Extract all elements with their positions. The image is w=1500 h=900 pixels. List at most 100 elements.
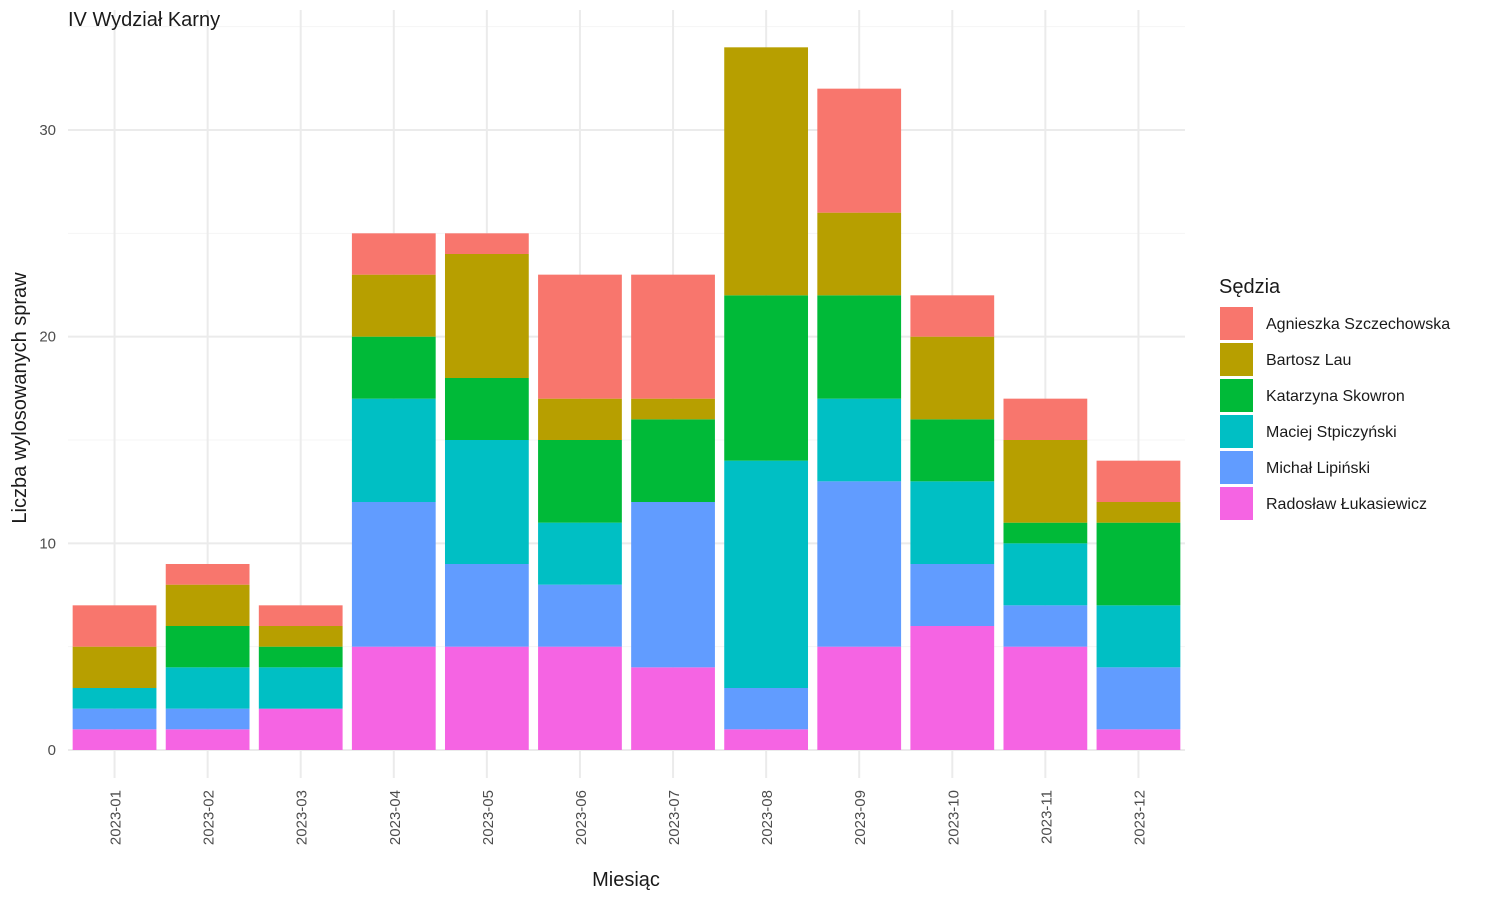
bar-segment [724,729,809,750]
bar-segment [1096,460,1181,502]
bar-segment [351,233,436,275]
x-tick-label: 2023-11 [1038,790,1055,844]
bar-segment [724,47,809,296]
bar-segment [1003,522,1088,544]
bar-segment [538,522,622,585]
bars [72,47,1181,750]
bar-segment [258,646,343,668]
bar-segment [444,439,529,564]
bar-segment [817,398,902,482]
bar-segment [817,481,902,647]
bar-segment [817,88,902,213]
bar-segment [165,667,250,709]
bar-segment [910,625,995,750]
bar-segment [631,501,715,668]
x-tick-label: 2023-12 [1131,790,1148,845]
bar-segment [165,625,250,668]
y-tick-label: 20 [39,329,56,346]
bar-segment [1096,667,1181,730]
bar-segment [258,625,343,647]
bar-segment [72,729,157,750]
y-axis-ticks: 0 10 20 30 [39,122,56,759]
legend-swatch [1220,379,1253,412]
bar-segment [1096,522,1181,606]
bar-segment [444,233,529,254]
x-axis-ticks: 2023-01 2023-02 2023-03 2023-04 2023-05 2023-… [108,790,1149,845]
bar-segment [1003,605,1088,647]
bar-segment [631,419,715,502]
bar-segment [72,708,157,730]
bar-segment [165,729,250,750]
bar-segment [72,687,157,709]
legend-label: Radosław Łukasiewicz [1266,496,1427,513]
bar-segment [724,460,809,688]
bar-segment [444,253,529,378]
legend-swatch [1220,451,1253,484]
bar-segment [1096,605,1181,668]
bar-segment [910,419,995,482]
legend-label: Maciej Stpiczyński [1266,424,1397,441]
legend: Sędzia Agnieszka Szczechowska Bartosz Lau… [1219,276,1450,520]
y-tick-label: 0 [48,742,56,759]
x-tick-label: 2023-03 [294,790,311,845]
x-tick-label: 2023-02 [201,790,218,845]
y-axis-title: Liczba wylosowanych spraw [9,272,31,524]
bar-segment [351,398,436,502]
y-tick-label: 30 [39,122,56,139]
x-tick-label: 2023-09 [852,790,869,845]
bar-segment [538,274,622,399]
legend-swatch [1220,415,1253,448]
bar-segment [165,563,250,585]
bar-segment [1003,543,1088,606]
x-tick-label: 2023-05 [480,790,497,845]
bar-segment [351,646,436,750]
bar-segment [1003,439,1088,523]
legend-swatch [1220,487,1253,520]
x-tick-label: 2023-07 [666,790,683,845]
bar-segment [817,295,902,399]
legend-swatch [1220,307,1253,340]
bar-segment [351,274,436,337]
legend-label: Michał Lipiński [1266,460,1370,477]
bar-segment [258,605,343,626]
bar-segment [444,646,529,750]
bar-segment [444,563,529,647]
bar-segment [1096,729,1181,750]
bar-segment [258,708,343,750]
bar-segment [538,646,622,750]
x-tick-label: 2023-08 [759,790,776,845]
x-tick-label: 2023-10 [945,790,962,845]
bar-segment [724,295,809,461]
legend-label: Katarzyna Skowron [1266,388,1405,405]
chart-title: IV Wydział Karny [68,9,220,31]
bar-segment [817,646,902,750]
y-tick-label: 10 [39,535,56,552]
bar-segment [72,605,157,647]
legend-label: Agnieszka Szczechowska [1266,316,1450,333]
bar-segment [817,212,902,296]
bar-segment [631,667,715,750]
bar-segment [910,336,995,420]
x-tick-label: 2023-01 [108,790,125,845]
bar-segment [1003,398,1088,440]
bar-segment [910,295,995,337]
bar-segment [351,501,436,647]
bar-segment [1096,501,1181,523]
legend-label: Bartosz Lau [1266,352,1351,369]
bar-segment [631,398,715,420]
bar-segment [258,667,343,709]
bar-segment [538,439,622,523]
bar-segment [351,336,436,399]
legend-items: Agnieszka Szczechowska Bartosz Lau Katarzy… [1220,307,1450,520]
x-tick-label: 2023-06 [573,790,590,845]
bar-segment [538,584,622,647]
legend-swatch [1220,343,1253,376]
bar-segment [1003,646,1088,750]
legend-title: Sędzia [1219,276,1281,298]
bar-segment [165,708,250,730]
bar-segment [910,481,995,564]
bar-segment [910,563,995,626]
bar-segment [72,646,157,688]
bar-segment [631,274,715,399]
